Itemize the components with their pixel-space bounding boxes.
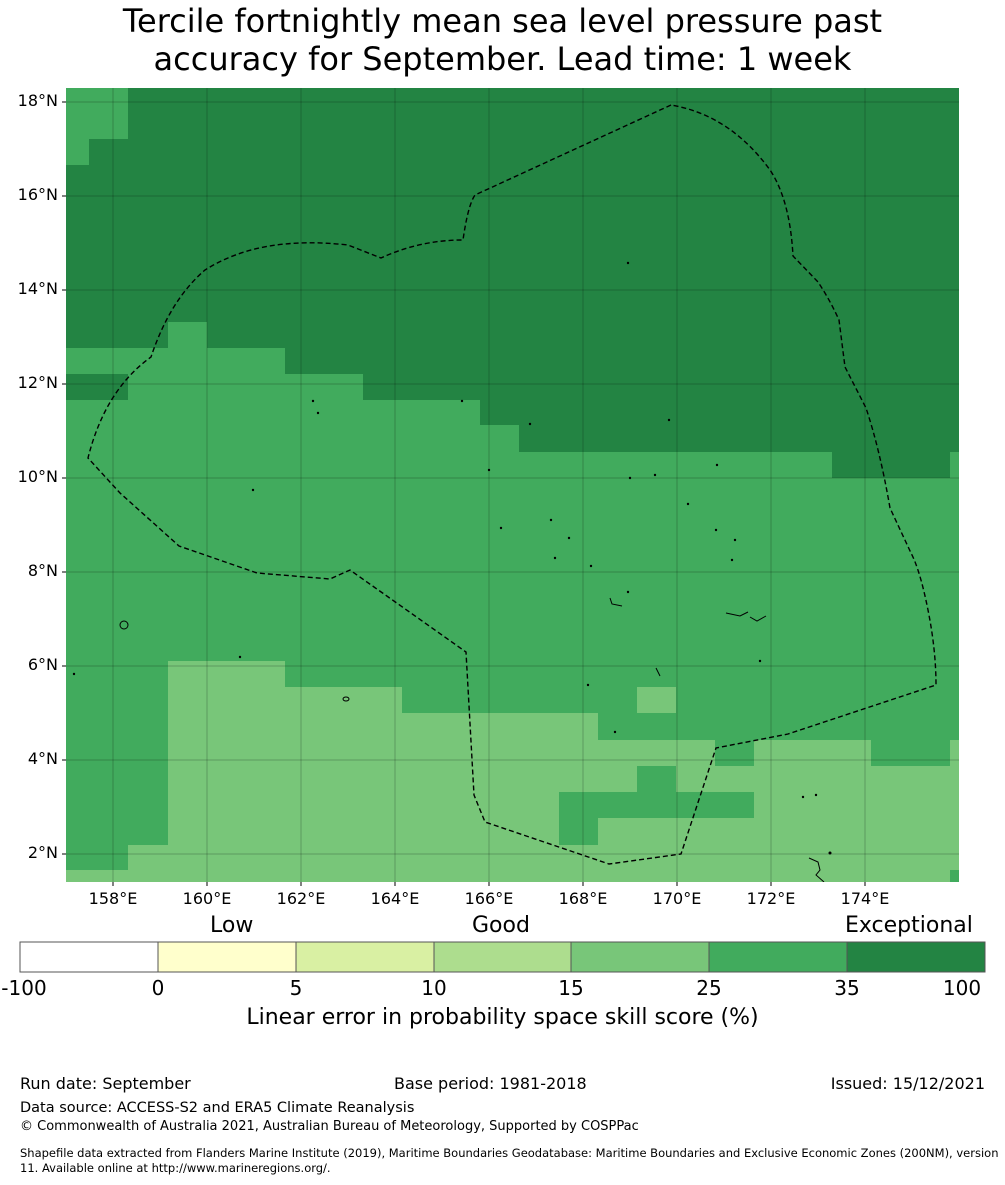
colorbar-tick-25: 25 <box>696 976 722 1000</box>
island-dots <box>72 261 832 855</box>
lon-label-166: 166°E <box>464 889 514 908</box>
skill-score-field <box>66 88 959 882</box>
colorbar <box>19 941 986 973</box>
copyright: © Commonwealth of Australia 2021, Austra… <box>20 1119 639 1134</box>
eez-boundary <box>87 104 937 865</box>
island-dot-1 <box>626 261 630 265</box>
island-dot-15 <box>730 558 734 562</box>
island-dot-21 <box>613 730 617 734</box>
lon-label-174: 174°E <box>840 889 890 908</box>
colorbar-tick-0: 0 <box>151 976 165 1000</box>
island-dot-11 <box>549 518 553 522</box>
lat-label-6: 6°N <box>27 655 58 674</box>
run-date: Run date: September <box>20 1074 191 1093</box>
island-dot-23 <box>801 795 805 799</box>
island-dot-5 <box>528 422 532 426</box>
lat-label-2: 2°N <box>27 843 58 862</box>
colorbar-tick-minus100: -100 <box>1 976 47 1000</box>
colorbar-bin-6 <box>708 941 848 973</box>
region-good-score <box>66 661 959 882</box>
island-dot-8 <box>653 473 657 477</box>
island-dot-3 <box>715 463 719 467</box>
island-dot-4 <box>251 488 255 492</box>
colorbar-category-low: Low <box>210 913 254 938</box>
colorbar-label: Linear error in probability space skill … <box>246 1005 759 1030</box>
colorbar-category-exceptional: Exceptional <box>845 913 973 938</box>
colorbar-bin-3 <box>295 941 435 973</box>
island-5 <box>808 857 825 882</box>
island-dot-2 <box>667 418 671 422</box>
island-dot-29 <box>626 590 630 594</box>
island-dot-14 <box>733 538 737 542</box>
issued-date: Issued: 15/12/2021 <box>830 1074 985 1093</box>
colorbar-bin-4 <box>433 941 572 973</box>
island-dot-13 <box>714 528 718 532</box>
lat-label-12: 12°N <box>17 373 58 392</box>
island-dot-12 <box>567 536 571 540</box>
axis-ticks <box>62 101 866 886</box>
island-dot-26 <box>460 399 464 403</box>
island-dot-27 <box>311 399 315 403</box>
colorbar-tick-100: 100 <box>942 976 982 1000</box>
island-dot-10 <box>499 526 503 530</box>
island-dot-28 <box>316 411 320 415</box>
island-dot-24 <box>814 793 818 797</box>
island-2 <box>342 696 350 702</box>
lon-label-168: 168°E <box>558 889 608 908</box>
data-source: Data source: ACCESS-S2 and ERA5 Climate … <box>20 1100 415 1116</box>
island-dot-18 <box>238 655 242 659</box>
region-good-patch-a <box>637 687 676 713</box>
title-line-2: accuracy for September. Lead time: 1 wee… <box>153 40 852 78</box>
colorbar-tick-10: 10 <box>421 976 447 1000</box>
lat-label-14: 14°N <box>17 279 58 298</box>
region-high-patch-e <box>950 870 959 882</box>
lon-label-164: 164°E <box>370 889 420 908</box>
island-dot-19 <box>72 672 76 676</box>
lon-label-158: 158°E <box>88 889 138 908</box>
island-3 <box>725 611 749 617</box>
island-4 <box>749 615 767 622</box>
region-high-score-northwest <box>66 88 128 165</box>
colorbar-tick-5: 5 <box>289 976 303 1000</box>
region-high-patch-d <box>559 766 754 845</box>
colorbar-tick-15: 15 <box>558 976 584 1000</box>
island-dot-20 <box>586 683 590 687</box>
lat-label-10: 10°N <box>17 467 58 486</box>
colorbar-bin-2 <box>157 941 297 973</box>
island-6 <box>609 597 623 607</box>
island-dot-9 <box>686 502 690 506</box>
island-dot-6 <box>487 468 491 472</box>
lon-label-162: 162°E <box>276 889 326 908</box>
island-dot-16 <box>589 564 593 568</box>
region-exceptional-patch-west <box>66 374 128 400</box>
lat-label-16: 16°N <box>17 185 58 204</box>
lat-label-4: 4°N <box>27 749 58 768</box>
island-7 <box>655 667 661 677</box>
lon-label-172: 172°E <box>746 889 796 908</box>
colorbar-bin-1 <box>19 941 159 973</box>
colorbar-tick-35: 35 <box>834 976 860 1000</box>
island-dot-7 <box>628 476 632 480</box>
island-dot-17 <box>553 556 557 560</box>
base-period: Base period: 1981-2018 <box>394 1074 587 1093</box>
lat-label-18: 18°N <box>17 91 58 110</box>
island-dot-22 <box>758 659 762 663</box>
title-line-1: Tercile fortnightly mean sea level press… <box>122 2 883 40</box>
region-high-patch-b <box>871 740 950 766</box>
map-title: Tercile fortnightly mean sea level press… <box>0 2 1005 78</box>
islands <box>119 597 825 882</box>
island-1 <box>119 620 129 630</box>
graticule <box>66 88 959 882</box>
colorbar-category-good: Good <box>472 913 530 938</box>
colorbar-bin-5 <box>570 941 710 973</box>
colorbar-bin-7 <box>846 941 986 973</box>
lat-label-8: 8°N <box>27 561 58 580</box>
lon-label-170: 170°E <box>652 889 702 908</box>
lon-label-160: 160°E <box>182 889 232 908</box>
island-dot-25 <box>828 851 832 855</box>
shapefile-credit: Shapefile data extracted from Flanders M… <box>20 1146 999 1175</box>
